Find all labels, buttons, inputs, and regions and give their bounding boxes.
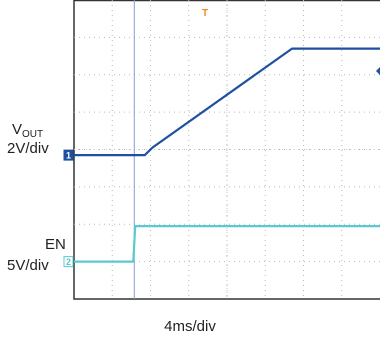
vout-label-sub: OUT [22, 129, 44, 140]
channel-1-marker-text: 1 [66, 151, 71, 161]
vout-channel-label: VOUT [12, 121, 43, 140]
channel-2-marker-icon [63, 256, 74, 268]
en-scale-label: 5V/div [7, 257, 49, 274]
vout-scale-label: 2V/div [7, 140, 49, 157]
channel-2-marker-text: 2 [66, 257, 71, 267]
trace-vout [74, 47, 380, 157]
vout-label-main: V [12, 121, 23, 138]
trigger-marker-icon: T [202, 8, 208, 19]
trigger-level-icon [376, 67, 380, 76]
trace-en [74, 225, 380, 263]
channel-1-marker-icon [63, 149, 74, 161]
time-scale-label: 4ms/div [164, 318, 216, 335]
en-channel-label: EN [45, 236, 66, 253]
